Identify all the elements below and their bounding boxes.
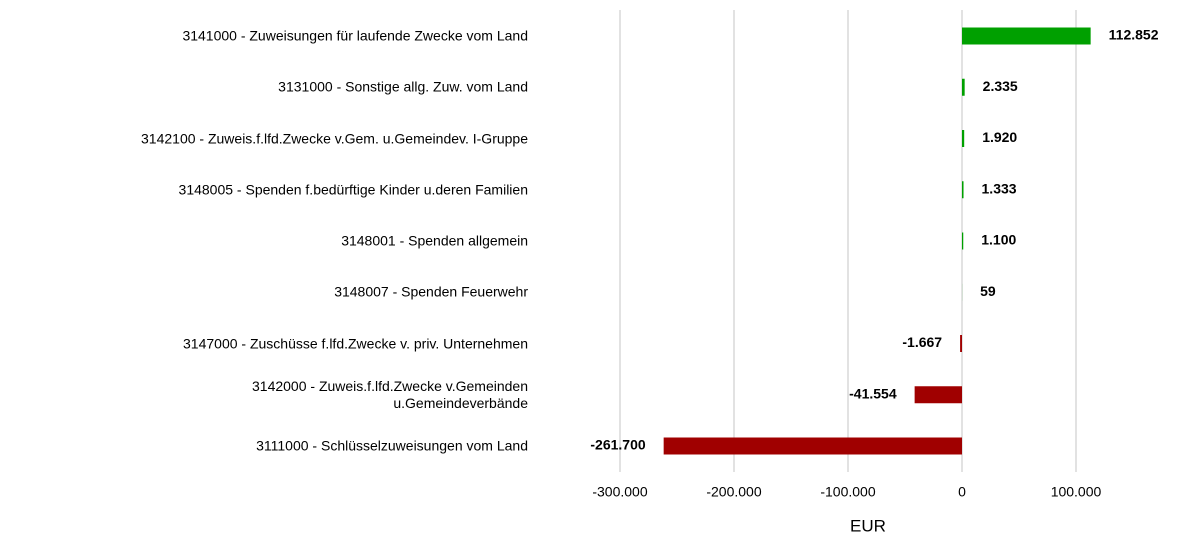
value-label: -1.667 [902,334,942,350]
value-label: -41.554 [849,385,897,401]
x-tick-label: -300.000 [592,484,647,500]
value-label: 1.100 [981,232,1016,248]
category-label: 3148007 - Spenden Feuerwehr [334,283,528,300]
bar [663,437,962,455]
value-label: -261.700 [590,437,645,453]
bar [962,27,1091,45]
category-label: 3142100 - Zuweis.f.lfd.Zwecke v.Gem. u.G… [141,130,528,146]
bar [962,232,964,250]
category-label: 3111000 - Schlüsselzuweisungen vom Land [256,437,528,454]
bar [960,335,962,352]
bar [962,130,965,147]
value-label: 1.920 [982,129,1017,145]
bar [914,386,962,404]
category-label: 3141000 - Zuweisungen für laufende Zweck… [182,27,528,44]
value-label: 112.852 [1109,27,1159,43]
x-tick-label: -100.000 [820,484,875,500]
x-tick-label: 100.000 [1051,484,1102,500]
x-tick-label: 0 [958,484,966,500]
category-label: 3142000 - Zuweis.f.lfd.Zwecke v.Gemeinde… [252,377,528,411]
category-label: 3148001 - Spenden allgemein [341,232,528,249]
bar [962,78,965,96]
value-label: 2.335 [983,78,1018,94]
category-label: 3131000 - Sonstige allg. Zuw. vom Land [278,78,528,95]
bar [962,181,964,199]
x-axis-label: EUR [850,516,886,535]
value-label: 59 [980,283,996,299]
category-label: 3148005 - Spenden f.bedürftige Kinder u.… [178,181,528,198]
x-tick-label: -200.000 [706,484,761,500]
category-label: 3147000 - Zuschüsse f.lfd.Zwecke v. priv… [183,335,528,351]
value-label: 1.333 [982,180,1017,196]
